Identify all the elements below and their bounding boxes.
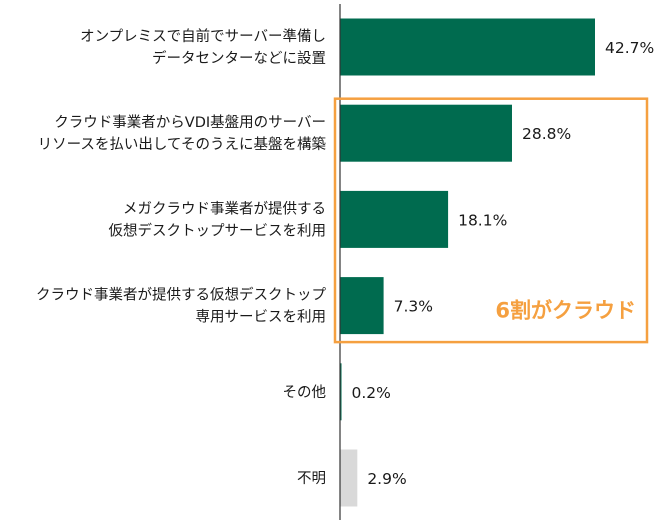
value-labels: 42.7% 28.8% 18.1% 7.3% 0.2% 2.9% — [352, 39, 655, 488]
category-label-2-line-1: クラウド事業者からVDI基盤用のサーバー — [54, 114, 326, 131]
category-label-2-line-2: リソースを払い出してそのうえに基盤を構築 — [38, 135, 327, 153]
cloud-highlight-text: 6割がクラウド — [495, 299, 636, 323]
category-label-4-line-1: クラウド事業者が提供する仮想デスクトップ — [36, 286, 326, 304]
cloud-highlight-box — [333, 97, 649, 344]
category-label-3-line-2: 仮想デスクトップサービスを利用 — [109, 221, 327, 239]
bar-6 — [340, 449, 358, 507]
bar-1 — [340, 18, 595, 76]
value-label-3: 18.1% — [458, 211, 507, 229]
bar-2 — [340, 104, 512, 162]
category-label-6-line-1: 不明 — [297, 471, 326, 487]
value-label-4: 7.3% — [394, 298, 433, 316]
bar-3 — [340, 190, 449, 248]
category-label-1-line-2: データセンターなどに設置 — [152, 49, 326, 67]
bars-group — [340, 18, 595, 507]
category-label-3-line-1: メガクラウド事業者が提供する — [123, 200, 326, 217]
category-label-5-line-1: その他 — [283, 384, 327, 401]
value-label-6: 2.9% — [367, 470, 406, 488]
value-label-1: 42.7% — [605, 39, 654, 57]
category-label-1-line-1: オンプレミスで自前でサーバー準備し — [80, 28, 326, 45]
bar-4 — [340, 277, 384, 335]
value-label-5: 0.2% — [352, 384, 391, 402]
category-label-4-line-2: 専用サービスを利用 — [196, 309, 327, 326]
category-labels: オンプレミスで自前でサーバー準備しデータセンターなどに設置クラウド事業者からVD… — [36, 28, 326, 487]
value-label-2: 28.8% — [522, 125, 571, 143]
bar-5 — [340, 363, 342, 421]
